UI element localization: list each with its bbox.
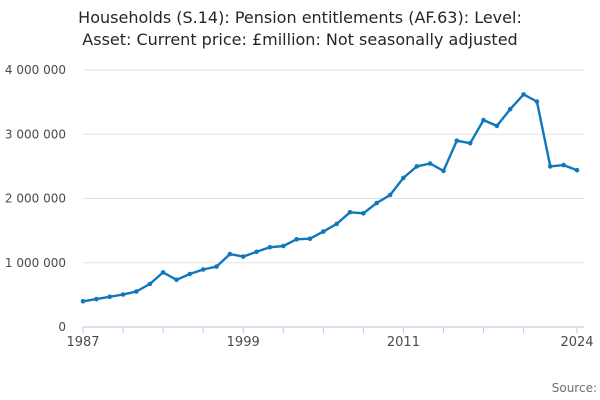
data-point — [321, 229, 326, 234]
source-label: Source: — [551, 381, 597, 395]
data-point — [307, 236, 313, 241]
svg-text:1987: 1987 — [66, 335, 99, 350]
data-point — [107, 294, 112, 300]
svg-text:4 000 000: 4 000 000 — [5, 63, 66, 77]
data-point — [414, 164, 420, 169]
data-point — [427, 161, 433, 166]
data-point — [200, 267, 206, 272]
data-point — [174, 277, 179, 283]
data-point — [534, 99, 540, 104]
data-point — [521, 92, 526, 97]
data-point — [401, 175, 406, 181]
chart-title-line-2: Asset: Current price: £million: Not seas… — [82, 30, 518, 49]
data-point — [374, 200, 380, 206]
y-gridlines — [83, 69, 584, 264]
pension-line-chart: 0 1 000 000 2 000 000 3 000 000 4 000 000 198… — [5, 63, 594, 350]
svg-text:0: 0 — [58, 320, 66, 334]
data-point — [361, 211, 366, 216]
chart-title: Households (S.14): Pension entitlements … — [0, 7, 600, 51]
chart-title-line-1: Households (S.14): Pension entitlements … — [78, 8, 522, 27]
data-point — [441, 168, 446, 174]
data-point — [227, 251, 233, 257]
data-series-line — [81, 93, 579, 303]
svg-text:2024: 2024 — [560, 335, 593, 350]
data-point — [494, 123, 500, 129]
svg-text:1999: 1999 — [227, 335, 260, 350]
data-point — [347, 210, 353, 215]
data-point — [387, 192, 393, 198]
data-point — [454, 138, 460, 143]
x-ticks — [82, 327, 578, 333]
data-point — [561, 162, 566, 168]
y-tick-labels: 0 1 000 000 2 000 000 3 000 000 4 000 000 — [5, 63, 66, 334]
footer-clip: Households (S.14): Pension entitlements … — [0, 360, 600, 380]
x-tick-labels: 1987 1999 2011 2024 — [66, 335, 593, 350]
data-point — [214, 264, 219, 269]
data-point — [281, 243, 286, 249]
data-point — [467, 140, 473, 146]
data-point — [548, 164, 553, 169]
data-point — [294, 237, 299, 242]
data-point — [147, 281, 153, 287]
data-point — [254, 249, 259, 255]
data-point — [334, 221, 340, 227]
data-point — [507, 106, 513, 112]
data-point — [240, 254, 246, 259]
svg-text:2011: 2011 — [387, 335, 420, 350]
data-point — [134, 289, 139, 294]
svg-text:3 000 000: 3 000 000 — [5, 127, 66, 141]
data-point — [187, 271, 193, 277]
svg-text:1 000 000: 1 000 000 — [5, 256, 66, 270]
data-point — [574, 167, 580, 173]
data-point — [160, 270, 166, 275]
svg-text:2 000 000: 2 000 000 — [5, 192, 66, 206]
data-point — [267, 245, 273, 250]
data-point — [94, 296, 99, 302]
data-point-markers — [80, 92, 580, 304]
data-point — [80, 299, 86, 304]
data-point — [481, 117, 486, 123]
data-point — [120, 292, 126, 297]
